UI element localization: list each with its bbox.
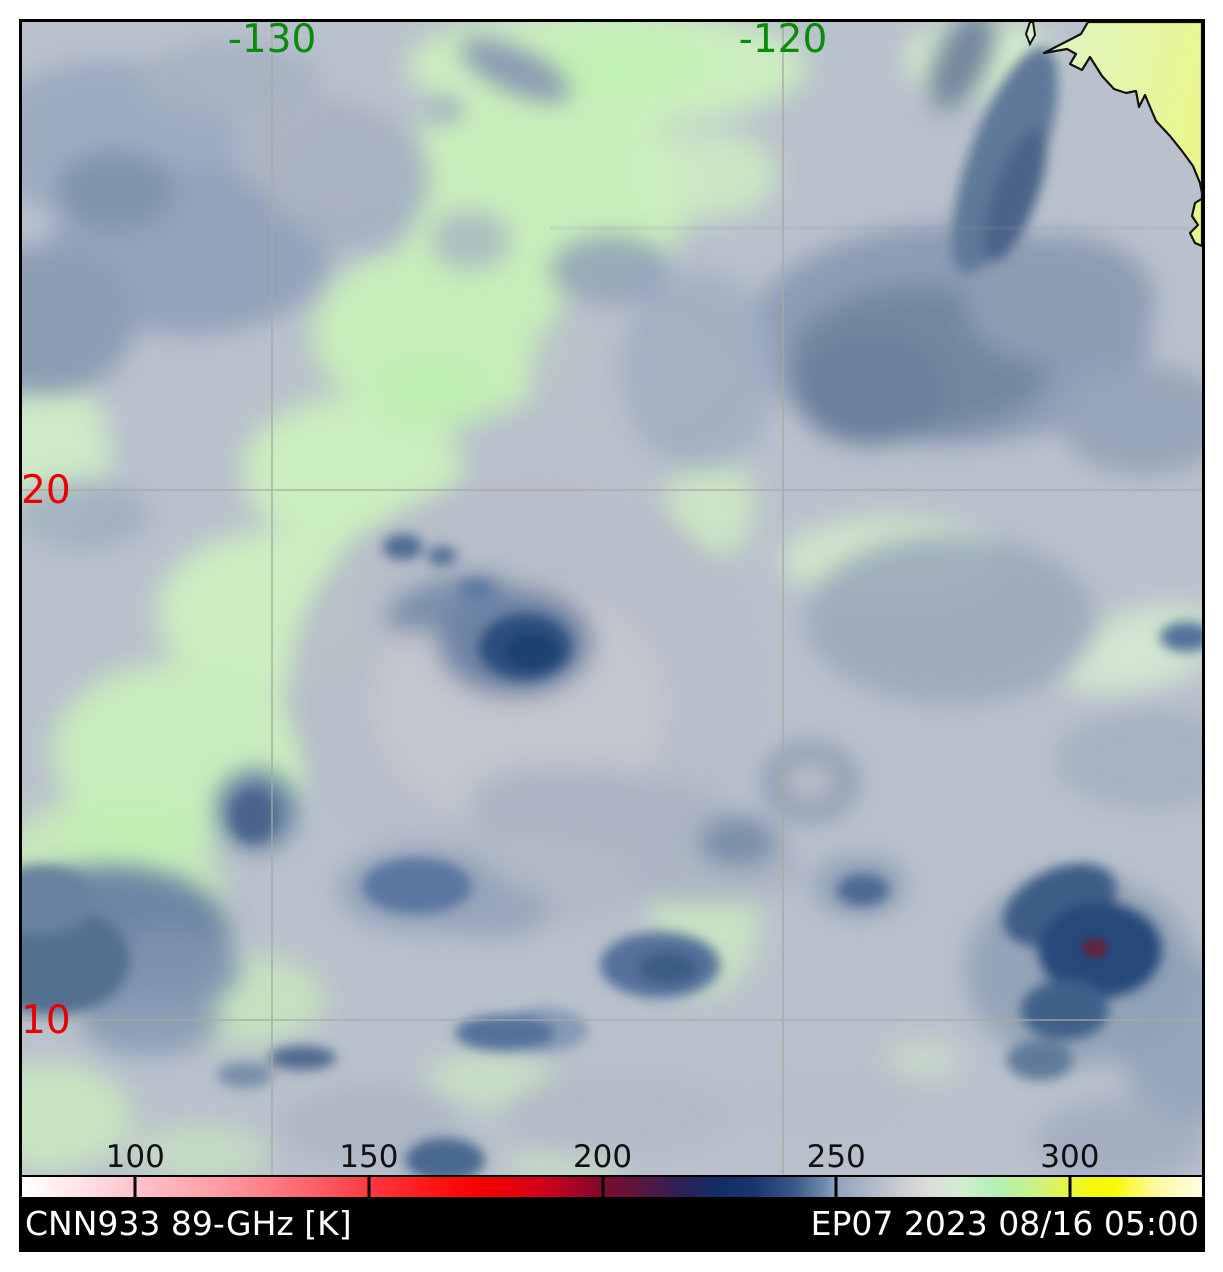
colorbar-ticklabel-300: 300: [1040, 1139, 1100, 1175]
satellite-figure: -130 -120 20 10 100 150 200 250 300 CNN933 8…: [19, 19, 1205, 1252]
colorbar-ticklabel-200: 200: [572, 1139, 633, 1175]
product-label: CNN933 89-GHz [K]: [25, 1204, 352, 1243]
colorbar-ticklabel-150: 150: [339, 1139, 399, 1175]
storm-datetime-label: EP07 2023 08/16 05:00: [810, 1204, 1199, 1243]
graticule: [22, 22, 1202, 1175]
lon-label--120: -120: [738, 22, 828, 62]
islet-outline: [1024, 22, 1037, 47]
satellite-map: -130 -120 20 10 100 150 200 250 300: [22, 22, 1202, 1175]
lon-label--130: -130: [227, 22, 317, 62]
convective-core-blobs: [22, 46, 1202, 1175]
lat-label-10: 10: [22, 998, 71, 1043]
colorbar-tick-300: [1068, 1177, 1072, 1197]
microwave-image: [22, 22, 1202, 1175]
colorbar-tick-100: [133, 1177, 137, 1197]
coastline: [1042, 22, 1202, 248]
colorbar-ticklabel-250: 250: [806, 1139, 866, 1175]
swath-artifact-line: [550, 226, 1190, 230]
colorbar-ticklabel-100: 100: [105, 1139, 165, 1175]
colorbar: [22, 1175, 1202, 1199]
colorbar-tick-200: [601, 1177, 605, 1197]
hot-tower-core: [1082, 938, 1108, 958]
extreme-core-blobs: [506, 634, 1108, 958]
footer-bar: CNN933 89-GHz [K] EP07 2023 08/16 05:00: [22, 1199, 1202, 1249]
lat-label-20: 20: [22, 468, 71, 513]
colorbar-tick-150: [367, 1177, 371, 1197]
colorbar-tick-250: [834, 1177, 838, 1197]
